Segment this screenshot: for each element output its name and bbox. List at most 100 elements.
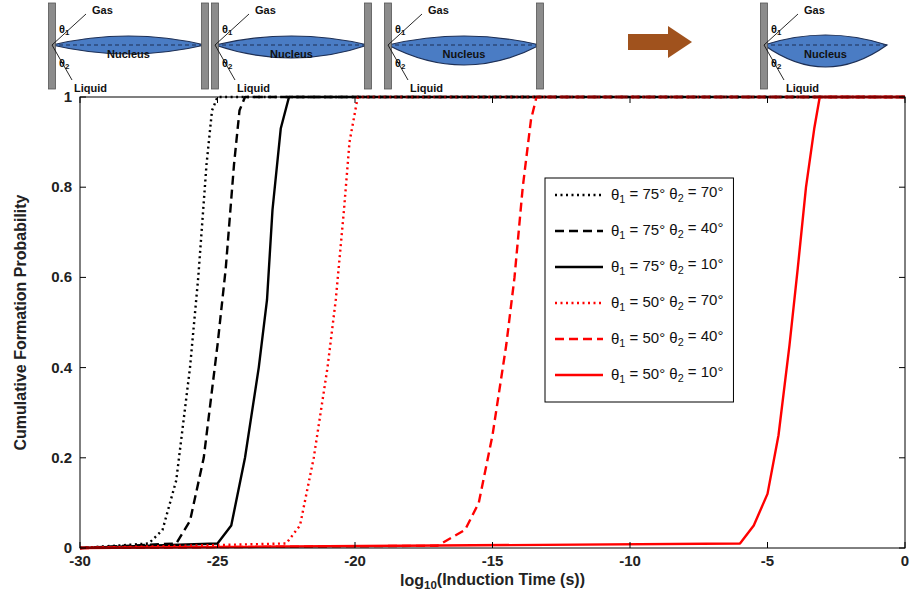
y-tick-label: 0 xyxy=(64,539,72,556)
y-tick xyxy=(899,367,905,368)
wall xyxy=(537,3,544,89)
y-tick-label: 0.6 xyxy=(51,268,72,285)
legend-sample xyxy=(555,266,603,268)
y-tick-label: 0.4 xyxy=(51,359,73,376)
chart: Gas θ1 Nucleus θ2 Liquid Gas θ1 Nucleus θ2 Liquid… xyxy=(0,0,923,594)
wall xyxy=(49,3,56,89)
tangent-line xyxy=(388,14,422,45)
legend-sample xyxy=(555,194,603,196)
legend-sample xyxy=(555,302,603,304)
legend-label: θ1 = 50° θ2 = 70° xyxy=(611,291,723,313)
wall xyxy=(202,3,209,89)
x-tick xyxy=(905,97,906,103)
center-line xyxy=(215,45,368,46)
y-tick-label: 0.8 xyxy=(51,178,72,195)
tangent-line xyxy=(52,14,86,45)
y-tick-label: 0.2 xyxy=(51,449,72,466)
y-tick xyxy=(899,457,905,458)
tangent-line xyxy=(215,45,235,80)
frame xyxy=(80,97,905,548)
schematic-label: θ1 xyxy=(395,23,406,37)
x-tick xyxy=(492,97,493,103)
series-line xyxy=(80,97,905,548)
x-tick xyxy=(630,542,631,548)
center-line xyxy=(764,45,887,46)
series-line xyxy=(80,97,905,548)
x-tick xyxy=(355,97,356,103)
series-line xyxy=(80,97,905,548)
schematic-label: Nucleus xyxy=(107,48,150,60)
schematic-label: Liquid xyxy=(410,82,443,94)
schematic-label: Liquid xyxy=(74,82,107,94)
arrow xyxy=(628,26,692,58)
center-line xyxy=(52,45,205,46)
schematic-label: θ2 xyxy=(395,57,406,71)
x-tick-label: -30 xyxy=(69,552,91,569)
legend-label: θ1 = 50° θ2 = 40° xyxy=(611,327,723,349)
tangent-line xyxy=(388,45,408,80)
legend-label: θ1 = 50° θ2 = 10° xyxy=(611,363,723,385)
tangent-line xyxy=(52,45,72,80)
x-tick xyxy=(905,542,906,548)
x-tick xyxy=(80,97,81,103)
y-tick xyxy=(80,187,86,188)
legend-sample xyxy=(555,374,603,376)
y-tick xyxy=(899,187,905,188)
schematic-label: Gas xyxy=(255,4,276,16)
x-tick-label: -25 xyxy=(207,552,229,569)
legend-sample xyxy=(555,230,603,232)
center-line xyxy=(388,45,540,46)
series-line xyxy=(80,97,905,548)
schematic-label: θ1 xyxy=(771,23,782,37)
schematic-label: θ2 xyxy=(59,57,70,71)
legend-sample xyxy=(555,338,603,340)
tangent-line xyxy=(215,14,249,45)
series-group xyxy=(80,97,905,548)
y-tick xyxy=(80,97,86,98)
y-tick xyxy=(80,548,86,549)
legend-box xyxy=(545,178,733,402)
x-tick xyxy=(217,97,218,103)
y-tick xyxy=(80,367,86,368)
schematic: Gas θ1 Nucleus θ2 Liquid Gas θ1 Nucleus θ2 Liquid… xyxy=(49,3,888,94)
schematic-label: Gas xyxy=(428,4,449,16)
series-line xyxy=(80,97,905,548)
wall xyxy=(761,3,768,89)
x-tick xyxy=(80,542,81,548)
schematic-label: Liquid xyxy=(237,82,270,94)
x-axis-title: log10(Induction Time (s)) xyxy=(400,571,585,592)
schematic-label: Nucleus xyxy=(804,48,847,60)
legend-label: θ1 = 75° θ2 = 70° xyxy=(611,183,723,205)
y-tick-label: 1 xyxy=(64,88,72,105)
wall xyxy=(385,3,392,89)
schematic-label: Liquid xyxy=(786,82,819,94)
y-tick xyxy=(80,457,86,458)
y-tick xyxy=(899,548,905,549)
schematic-label: Gas xyxy=(804,4,825,16)
schematic-label: Nucleus xyxy=(443,48,486,60)
x-tick-label: -5 xyxy=(761,552,774,569)
x-tick xyxy=(767,542,768,548)
x-tick xyxy=(630,97,631,103)
y-tick xyxy=(899,277,905,278)
x-tick xyxy=(217,542,218,548)
schematic-label: θ2 xyxy=(222,57,233,71)
schematic-label: Nucleus xyxy=(270,48,313,60)
x-tick-label: -20 xyxy=(344,552,366,569)
series-line xyxy=(80,97,905,548)
x-tick-label: -10 xyxy=(619,552,641,569)
x-tick xyxy=(355,542,356,548)
y-tick xyxy=(899,97,905,98)
y-axis-title: Cumulative Formation Probability xyxy=(12,194,29,450)
legend: θ1 = 75° θ2 = 70°θ1 = 75° θ2 = 40°θ1 = 7… xyxy=(545,178,733,402)
x-tick xyxy=(767,97,768,103)
schematic-label: θ1 xyxy=(222,23,233,37)
tangent-line xyxy=(764,14,798,45)
plot-area xyxy=(80,97,905,548)
schematic-label: θ2 xyxy=(771,57,782,71)
x-tick-label: 0 xyxy=(901,552,909,569)
y-tick xyxy=(80,277,86,278)
schematic-label: Gas xyxy=(92,4,113,16)
wall xyxy=(365,3,372,89)
nucleus-shape xyxy=(764,35,887,67)
